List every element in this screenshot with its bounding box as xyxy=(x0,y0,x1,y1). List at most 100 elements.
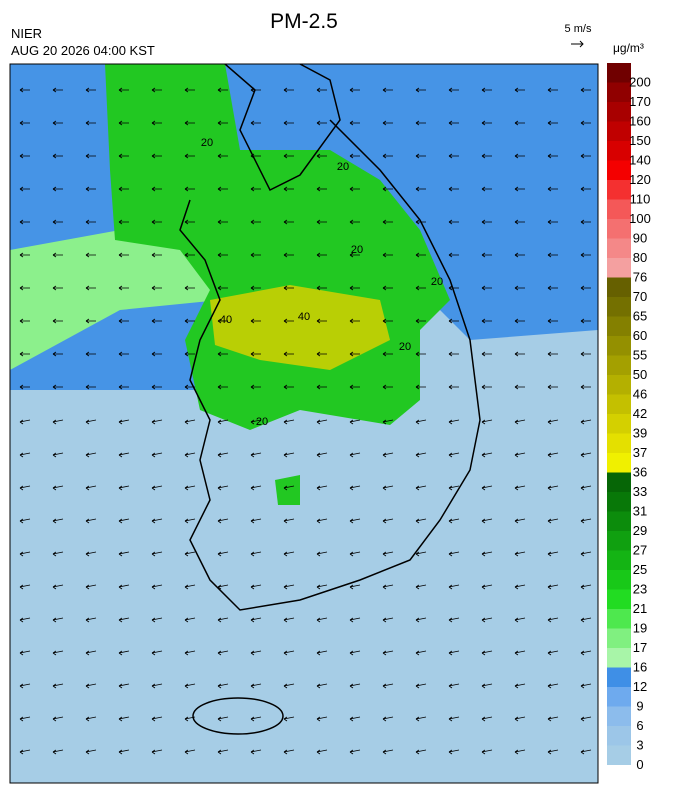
colorbar-label: 27 xyxy=(633,543,647,558)
wind-arrow xyxy=(85,351,96,357)
colorbar-segment xyxy=(607,453,631,473)
wind-arrow xyxy=(514,120,525,126)
wind-arrow xyxy=(382,219,393,225)
green-light xyxy=(10,230,220,370)
colorbar-segment xyxy=(607,745,631,765)
wind-arrow xyxy=(349,419,361,425)
wind-arrow xyxy=(85,716,97,722)
wind-arrow xyxy=(118,518,130,524)
wind-arrow xyxy=(217,252,228,258)
wind-arrow xyxy=(580,716,592,722)
wind-arrow xyxy=(52,452,64,458)
contour-label: 40 xyxy=(220,314,232,326)
wind-arrow xyxy=(217,485,229,491)
wind-arrow xyxy=(415,153,426,159)
wind-arrow xyxy=(580,318,591,324)
wind-arrow xyxy=(118,384,129,390)
wind-arrow xyxy=(85,87,96,93)
wind-arrow xyxy=(250,285,261,291)
wind-arrow xyxy=(349,749,361,755)
wind-arrow xyxy=(349,683,361,689)
wind-arrow xyxy=(283,252,294,258)
wind-arrow xyxy=(151,584,163,590)
wind-arrow xyxy=(85,384,96,390)
wind-arrow xyxy=(580,650,592,656)
wind-arrow xyxy=(19,584,31,590)
wind-arrow xyxy=(481,452,493,458)
wind-arrow xyxy=(118,186,129,192)
wind-arrow xyxy=(382,186,393,192)
wind-arrow xyxy=(250,485,262,491)
wind-arrow xyxy=(283,551,295,557)
wind-arrow xyxy=(514,285,525,291)
wind-arrow xyxy=(283,419,295,425)
wind-arrow xyxy=(184,650,196,656)
colorbar-segment xyxy=(607,726,631,746)
wind-arrow xyxy=(382,518,394,524)
wind-arrow xyxy=(580,186,591,192)
wind-arrow xyxy=(184,285,195,291)
wind-arrow xyxy=(118,452,130,458)
wind-arrow xyxy=(151,419,163,425)
wind-arrow xyxy=(151,219,162,225)
wind-arrow xyxy=(382,285,393,291)
colorbar-label: 65 xyxy=(633,309,647,324)
wind-arrow xyxy=(580,252,591,258)
wind-arrow xyxy=(19,419,31,425)
wind-arrow xyxy=(217,518,229,524)
wind-arrow xyxy=(316,120,327,126)
coastline xyxy=(179,64,481,611)
wind-arrow xyxy=(283,219,294,225)
colorbar-segment xyxy=(607,375,631,395)
vector-scale-arrow xyxy=(571,40,584,48)
wind-arrow xyxy=(118,318,129,324)
wind-arrow xyxy=(19,485,31,491)
wind-arrow xyxy=(382,683,394,689)
wind-arrow xyxy=(85,749,97,755)
wind-arrow xyxy=(151,716,163,722)
colorbar-label: 9 xyxy=(636,699,643,714)
wind-arrow xyxy=(382,351,393,357)
wind-arrow xyxy=(217,153,228,159)
wind-arrow xyxy=(118,485,130,491)
wind-arrow xyxy=(481,285,492,291)
wind-arrow xyxy=(448,716,460,722)
wind-arrow xyxy=(316,219,327,225)
wind-arrow xyxy=(382,318,393,324)
wind-arrow xyxy=(448,186,459,192)
wind-arrow xyxy=(349,186,360,192)
wind-arrow xyxy=(217,716,229,722)
wind-arrow xyxy=(415,219,426,225)
wind-arrow xyxy=(19,617,31,623)
wind-arrow xyxy=(514,186,525,192)
wind-arrow xyxy=(514,384,525,390)
wind-arrow xyxy=(382,153,393,159)
wind-arrow xyxy=(448,419,460,425)
wind-arrow xyxy=(85,485,97,491)
wind-arrow xyxy=(151,518,163,524)
contour-label: 20 xyxy=(201,137,213,149)
wind-arrow xyxy=(85,650,97,656)
colorbar-label: 25 xyxy=(633,562,647,577)
wind-arrow xyxy=(184,120,195,126)
wind-arrow xyxy=(514,716,526,722)
wind-arrow xyxy=(184,551,196,557)
wind-arrow xyxy=(382,749,394,755)
wind-arrow xyxy=(316,318,327,324)
wind-arrow xyxy=(217,186,228,192)
wind-arrow xyxy=(382,419,394,425)
wind-arrow xyxy=(580,87,591,93)
wind-arrow xyxy=(151,186,162,192)
wind-arrow xyxy=(85,683,97,689)
colorbar-segment xyxy=(607,121,631,141)
wind-arrow xyxy=(217,683,229,689)
wind-arrow xyxy=(481,419,493,425)
wind-arrow xyxy=(481,551,493,557)
colorbar-segment xyxy=(607,648,631,668)
colorbar-segment xyxy=(607,687,631,707)
wind-arrow xyxy=(151,318,162,324)
wind-arrow xyxy=(514,351,525,357)
wind-arrow xyxy=(52,485,64,491)
wind-arrow xyxy=(217,384,228,390)
